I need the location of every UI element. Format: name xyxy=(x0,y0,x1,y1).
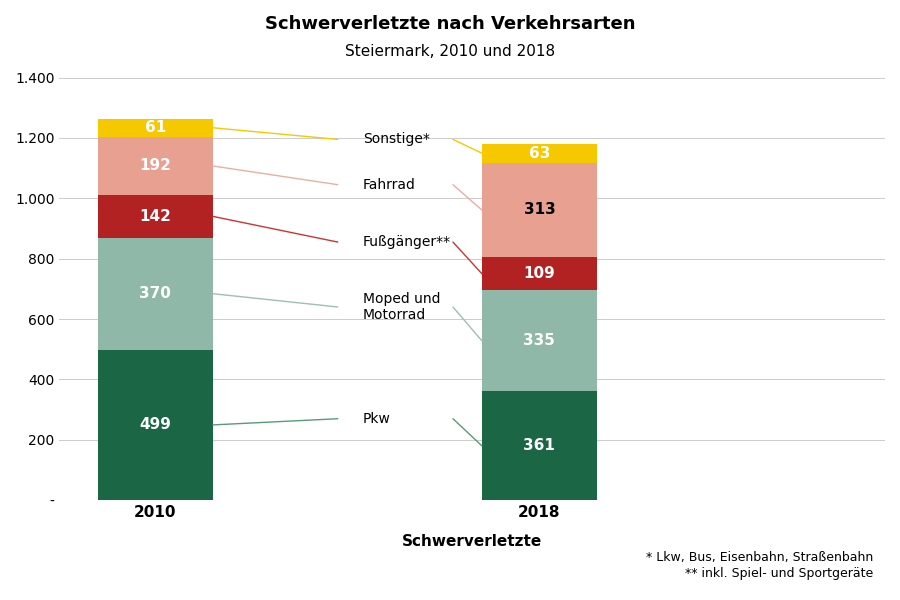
Text: Schwerverletzte nach Verkehrsarten: Schwerverletzte nach Verkehrsarten xyxy=(265,15,635,33)
Text: ** inkl. Spiel- und Sportgeräte: ** inkl. Spiel- und Sportgeräte xyxy=(685,566,873,580)
Text: Steiermark, 2010 und 2018: Steiermark, 2010 und 2018 xyxy=(345,43,555,58)
Text: Moped und
Motorrad: Moped und Motorrad xyxy=(363,292,440,322)
Text: 192: 192 xyxy=(140,158,171,173)
Bar xyxy=(98,195,213,238)
Bar xyxy=(482,143,597,163)
Bar xyxy=(98,238,213,350)
Bar xyxy=(482,391,597,500)
Text: 499: 499 xyxy=(140,418,171,433)
Text: Fahrrad: Fahrrad xyxy=(363,178,416,191)
Text: 335: 335 xyxy=(524,333,555,348)
Text: 142: 142 xyxy=(140,209,171,224)
Text: * Lkw, Bus, Eisenbahn, Straßenbahn: * Lkw, Bus, Eisenbahn, Straßenbahn xyxy=(646,551,873,565)
Text: 370: 370 xyxy=(140,286,171,301)
Text: 313: 313 xyxy=(524,202,555,217)
Text: Pkw: Pkw xyxy=(363,412,391,426)
Text: Sonstige*: Sonstige* xyxy=(363,133,429,146)
Bar xyxy=(482,290,597,391)
Text: 361: 361 xyxy=(524,438,555,453)
Bar xyxy=(98,119,213,137)
Text: Fußgänger**: Fußgänger** xyxy=(363,235,451,249)
X-axis label: Schwerverletzte: Schwerverletzte xyxy=(402,534,543,549)
Text: 109: 109 xyxy=(524,266,555,281)
Bar xyxy=(482,163,597,257)
Text: 61: 61 xyxy=(145,120,166,135)
Bar xyxy=(98,137,213,195)
Text: 63: 63 xyxy=(528,146,550,161)
Bar xyxy=(482,257,597,290)
Bar xyxy=(98,350,213,500)
